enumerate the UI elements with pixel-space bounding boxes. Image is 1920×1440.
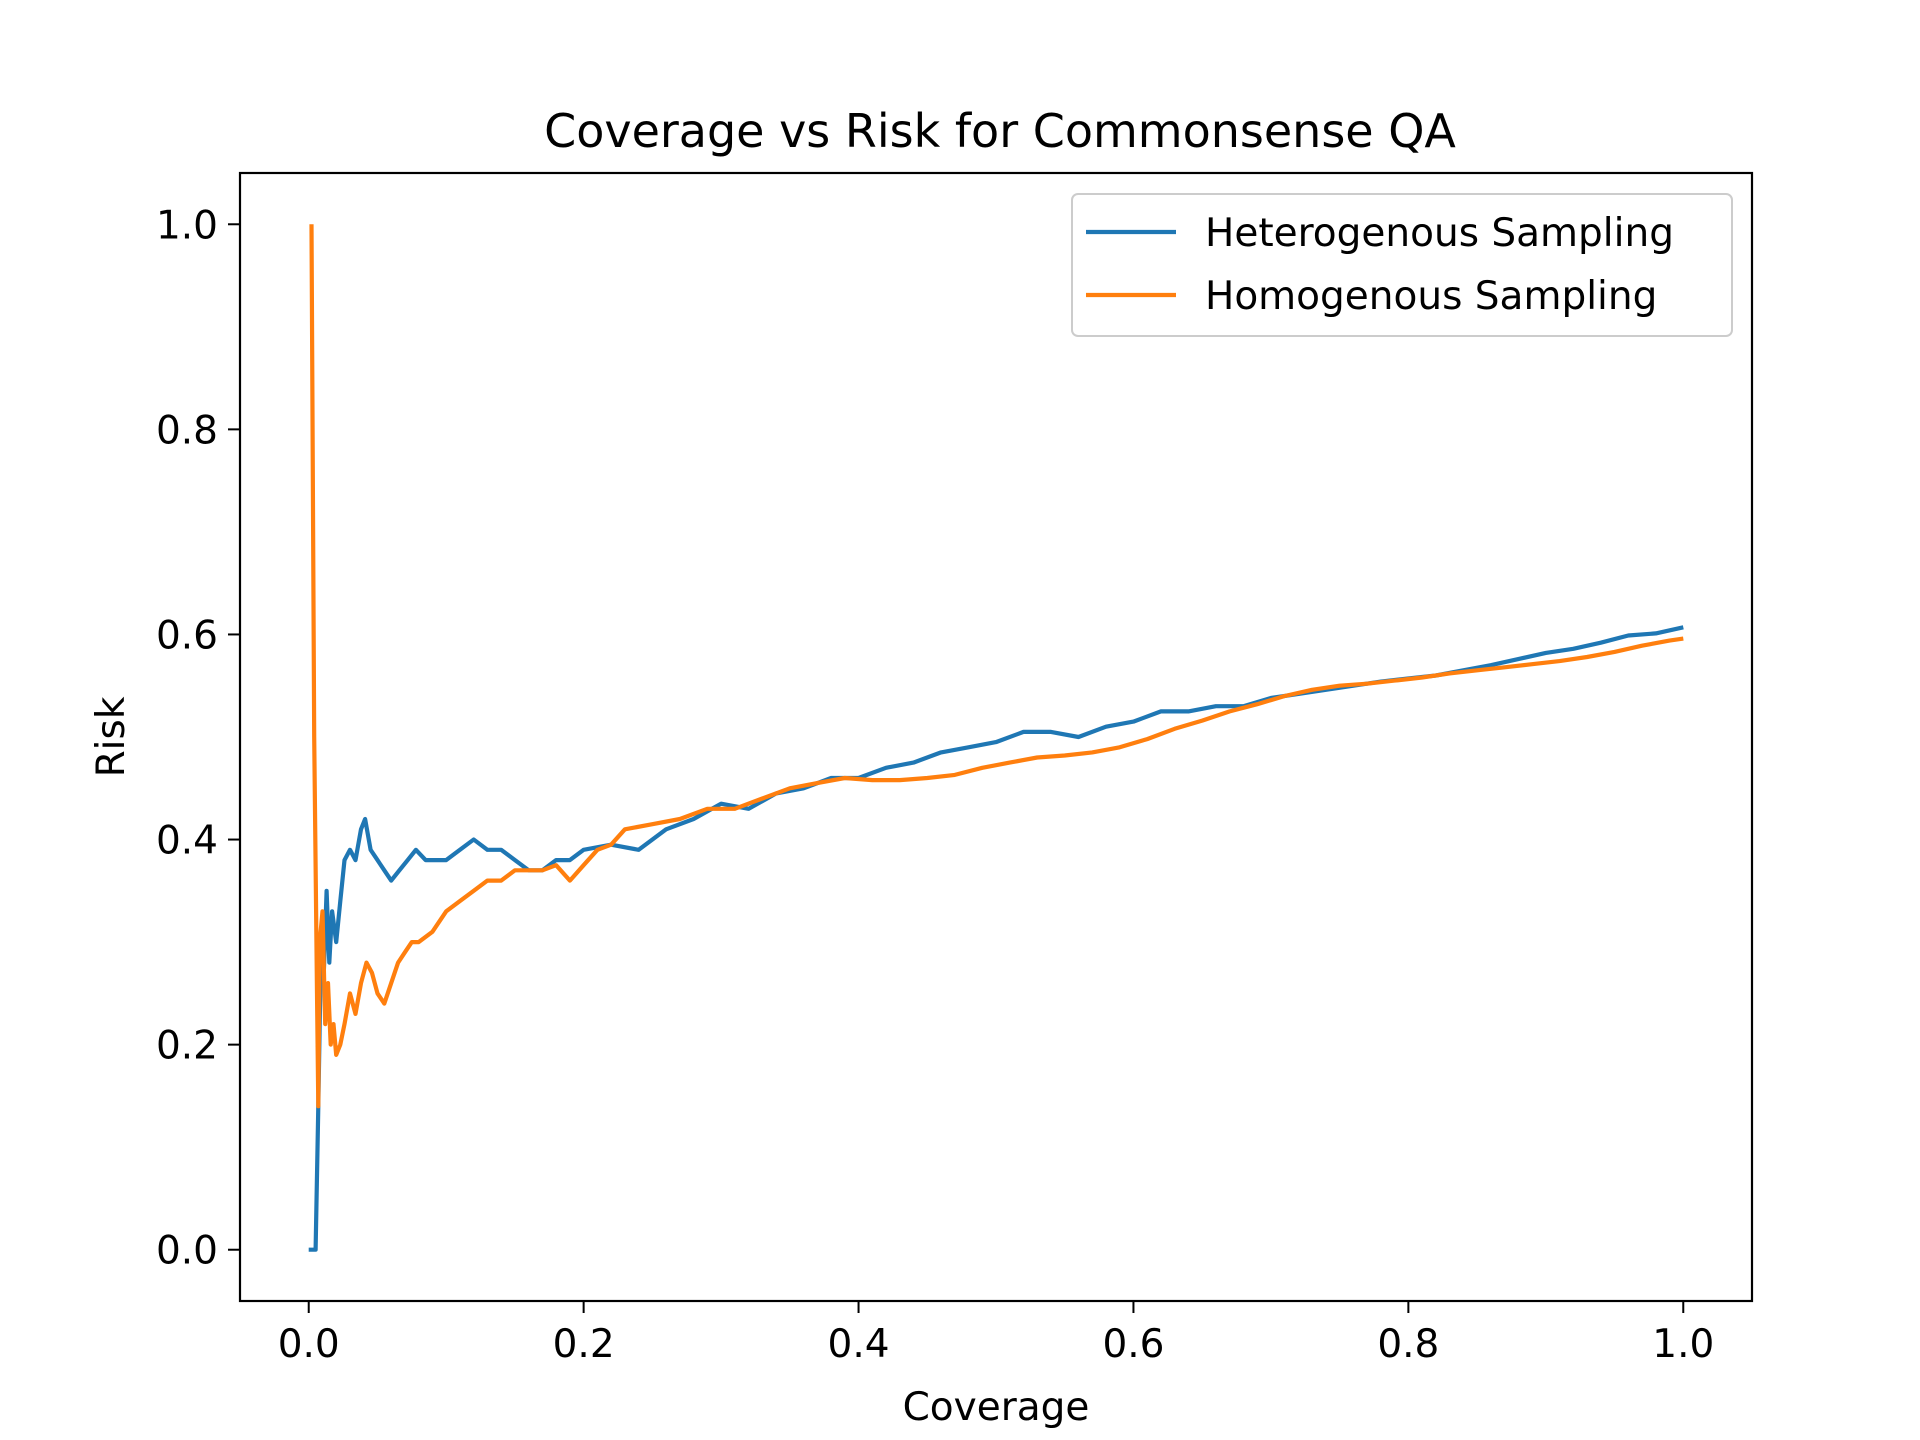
x-tick-label: 0.6	[1102, 1322, 1164, 1367]
y-tick-label: 0.6	[156, 613, 218, 658]
x-axis-label: Coverage	[903, 1385, 1090, 1430]
y-axis: 0.0 0.2 0.4 0.6 0.8 1.0	[156, 203, 240, 1274]
x-tick-label: 0.8	[1377, 1322, 1439, 1367]
y-tick-label: 0.4	[156, 819, 218, 864]
legend-label-heterogenous: Heterogenous Sampling	[1205, 211, 1674, 256]
y-tick-label: 0.0	[156, 1229, 218, 1274]
y-tick-label: 0.8	[156, 408, 218, 453]
y-tick-label: 1.0	[156, 203, 218, 248]
series-layer	[308, 224, 1684, 1252]
x-tick-label: 0.0	[278, 1322, 340, 1367]
chart-title: Coverage vs Risk for Commonsense QA	[544, 104, 1456, 158]
x-axis: 0.0 0.2 0.4 0.6 0.8 1.0	[278, 1301, 1714, 1367]
legend-box	[1071, 193, 1733, 337]
legend-label-homogenous: Homogenous Sampling	[1205, 274, 1657, 319]
plot-frame	[238, 171, 1754, 1303]
x-tick-label: 0.2	[553, 1322, 615, 1367]
series-line-homogenous-sampling	[309, 224, 1684, 1109]
y-axis-label: Risk	[89, 696, 134, 777]
x-tick-label: 0.4	[828, 1322, 890, 1367]
y-tick-label: 0.2	[156, 1024, 218, 1069]
x-tick-label: 1.0	[1652, 1322, 1714, 1367]
legend: Heterogenous Sampling Homogenous Samplin…	[1071, 193, 1733, 337]
